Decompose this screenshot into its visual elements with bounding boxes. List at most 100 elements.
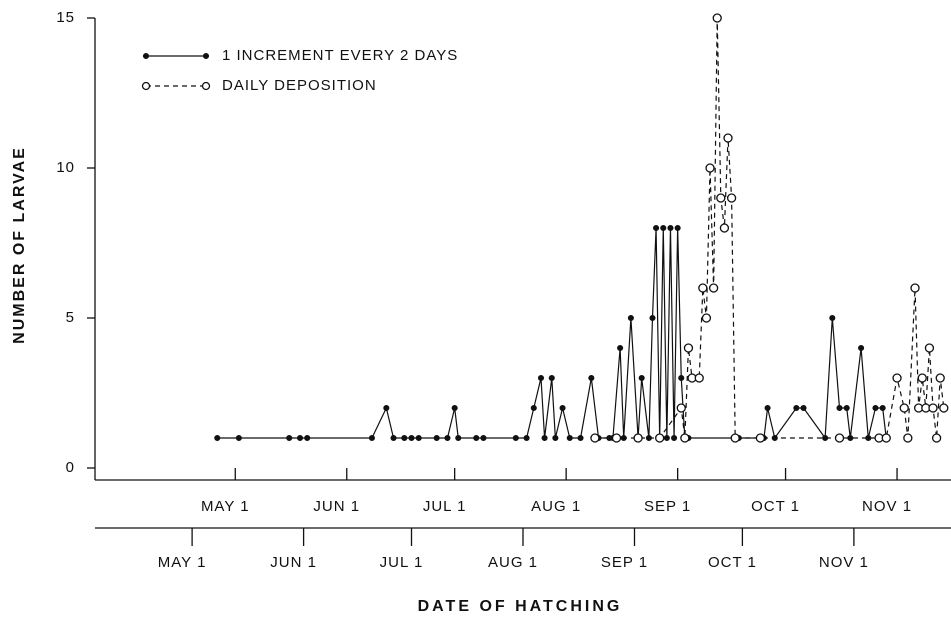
data-point	[892, 373, 902, 383]
data-point	[928, 403, 938, 413]
data-point	[678, 374, 685, 382]
data-point	[368, 434, 375, 442]
data-point	[530, 404, 537, 412]
data-point	[708, 283, 719, 293]
y-tick-label: 15	[56, 9, 75, 26]
y-tick-label: 0	[66, 459, 75, 476]
data-point	[917, 373, 927, 383]
x-tick-label: JUL 1	[423, 498, 467, 515]
data-point	[627, 314, 634, 322]
data-point	[726, 193, 737, 203]
legend-marker	[202, 52, 210, 60]
data-point	[872, 404, 879, 412]
data-point	[401, 434, 408, 442]
data-point	[719, 223, 730, 233]
data-point	[552, 434, 559, 442]
data-point	[723, 133, 733, 143]
data-point	[924, 343, 935, 353]
data-point	[935, 373, 945, 383]
data-point	[451, 404, 458, 412]
data-point	[548, 374, 555, 382]
y-tick-label: 5	[66, 309, 75, 326]
data-point	[523, 434, 530, 442]
data-point	[939, 403, 949, 413]
x2-tick-label: JUL 1	[380, 554, 424, 571]
x-tick-label: SEP 1	[644, 498, 691, 515]
x2-tick-label: OCT 1	[708, 554, 757, 571]
data-point	[800, 404, 807, 412]
x-tick-label: AUG 1	[531, 498, 581, 515]
y-tick-label: 10	[56, 159, 75, 176]
data-point	[671, 434, 678, 442]
data-point	[829, 314, 836, 322]
data-point	[676, 403, 686, 413]
data-point	[433, 434, 440, 442]
data-point	[214, 434, 221, 442]
data-point	[701, 313, 712, 323]
data-point	[653, 224, 660, 232]
x-axis-label: DATE OF HATCHING	[418, 598, 623, 615]
data-point	[408, 434, 415, 442]
data-point	[764, 404, 771, 412]
data-point	[836, 404, 843, 412]
data-point	[674, 224, 681, 232]
data-point	[881, 433, 891, 443]
data-point	[638, 374, 645, 382]
data-point	[910, 283, 920, 293]
x-tick-label: OCT 1	[751, 498, 800, 515]
data-point	[541, 434, 548, 442]
data-point	[716, 193, 726, 203]
data-point	[296, 434, 304, 442]
x2-tick-label: NOV 1	[819, 554, 869, 571]
data-point	[683, 343, 694, 353]
data-point	[444, 434, 451, 442]
x-tick-label: NOV 1	[862, 498, 912, 515]
x2-tick-label: JUN 1	[270, 554, 317, 571]
data-point	[611, 433, 622, 443]
x2-tick-label: SEP 1	[601, 554, 648, 571]
data-point	[473, 434, 480, 442]
x2-tick-label: MAY 1	[158, 554, 207, 571]
data-point	[694, 373, 704, 383]
data-point	[588, 374, 595, 382]
legend-marker	[201, 81, 211, 91]
data-point	[655, 433, 665, 443]
data-point	[235, 434, 242, 442]
data-point	[286, 434, 293, 442]
data-point	[843, 404, 850, 412]
data-point	[590, 433, 600, 443]
data-point	[660, 224, 667, 232]
data-point	[537, 374, 545, 382]
data-point	[577, 434, 584, 442]
data-point	[879, 404, 886, 412]
data-point	[899, 403, 909, 413]
series-line	[217, 227, 887, 440]
data-point	[566, 434, 573, 442]
data-point	[455, 434, 462, 442]
data-point	[858, 344, 865, 352]
data-point	[304, 434, 311, 442]
y-axis-label: NUMBER OF LARVAE	[11, 146, 28, 344]
series-line	[594, 17, 945, 439]
legend-label: DAILY DEPOSITION	[222, 77, 377, 94]
data-point	[755, 433, 766, 443]
data-point	[903, 433, 913, 443]
data-point	[383, 404, 390, 412]
data-point	[712, 13, 722, 23]
legend-label: 1 INCREMENT EVERY 2 DAYS	[222, 47, 458, 64]
data-point	[617, 344, 624, 352]
legend-marker	[141, 81, 151, 91]
x2-tick-label: AUG 1	[488, 554, 538, 571]
legend-marker	[142, 52, 150, 60]
x-tick-label: JUN 1	[313, 498, 360, 515]
data-point	[663, 434, 670, 442]
data-point	[680, 433, 690, 443]
data-point	[649, 314, 656, 322]
data-point	[633, 433, 643, 443]
data-point	[834, 433, 845, 443]
data-point	[390, 434, 397, 442]
data-point	[480, 434, 487, 442]
data-point	[730, 433, 740, 443]
data-point	[705, 163, 715, 173]
